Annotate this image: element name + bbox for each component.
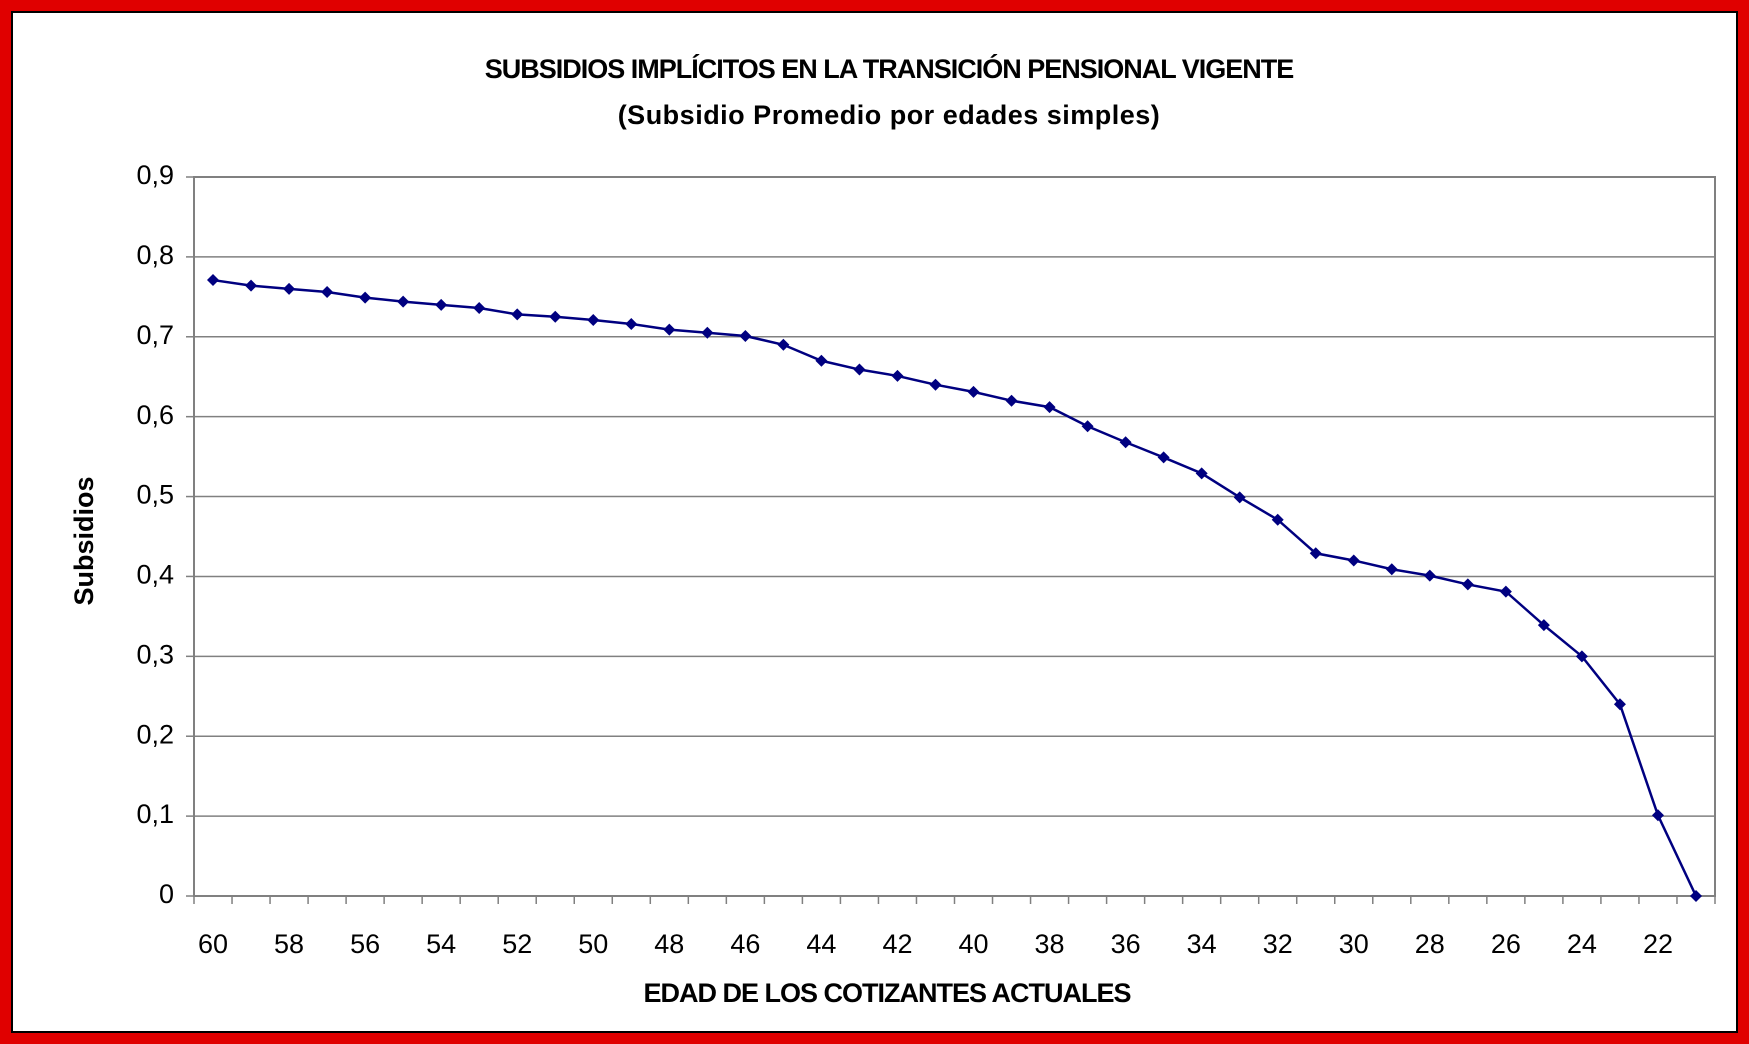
- x-tick-label: 54: [426, 929, 456, 959]
- data-point: [1043, 401, 1056, 414]
- x-tick-label: 52: [502, 929, 532, 959]
- x-tick-label: 24: [1567, 929, 1597, 959]
- y-tick-label: 0,4: [136, 560, 174, 590]
- x-tick-label: 56: [350, 929, 380, 959]
- series-line: [212, 278, 1698, 897]
- data-point: [549, 310, 562, 323]
- x-axis-label: EDAD DE LOS COTIZANTES ACTUALES: [643, 978, 1130, 1008]
- data-point: [891, 369, 904, 382]
- data-point: [625, 317, 638, 330]
- data-point: [853, 363, 866, 376]
- x-tick-label: 40: [958, 929, 988, 959]
- data-point: [739, 329, 752, 342]
- data-point: [397, 295, 410, 308]
- x-tick-label: 60: [198, 929, 228, 959]
- x-tick-label: 22: [1643, 929, 1673, 959]
- y-tick-label: 0,3: [136, 639, 174, 669]
- chart-area: [11, 11, 1738, 1033]
- data-point: [245, 279, 258, 292]
- x-tick-label: 48: [654, 929, 684, 959]
- x-tick-label: 26: [1491, 929, 1521, 959]
- data-point: [473, 302, 486, 315]
- chart-subtitle: (Subsidio Promedio por edades simples): [618, 100, 1161, 130]
- data-point: [1423, 569, 1436, 582]
- data-point: [1309, 547, 1322, 560]
- data-point: [1157, 451, 1170, 464]
- data-point: [435, 298, 448, 311]
- data-point: [1233, 491, 1246, 504]
- data-point: [1689, 890, 1702, 902]
- data-point: [1499, 585, 1512, 598]
- data-point: [701, 326, 714, 339]
- data-point: [359, 291, 372, 304]
- x-tick-label: 36: [1111, 929, 1141, 959]
- data-point: [777, 338, 790, 351]
- y-tick-label: 0,1: [136, 799, 174, 829]
- y-tick-label: 0,8: [136, 240, 174, 270]
- data-point: [587, 314, 600, 327]
- data-point: [1195, 467, 1208, 480]
- y-tick-label: 0,7: [136, 320, 174, 350]
- y-tick-label: 0,5: [136, 480, 174, 510]
- chart-title: SUBSIDIOS IMPLÍCITOS EN LA TRANSICIÓN PE…: [485, 53, 1294, 84]
- data-point: [1347, 554, 1360, 567]
- y-tick-label: 0: [159, 879, 174, 909]
- y-tick-label: 0,2: [136, 719, 174, 749]
- data-point: [1651, 809, 1664, 822]
- data-point: [1385, 563, 1398, 576]
- data-point: [967, 385, 980, 398]
- x-tick-label: 50: [578, 929, 608, 959]
- y-tick-label: 0,9: [136, 160, 174, 190]
- data-point: [1081, 420, 1094, 433]
- data-point: [1461, 578, 1474, 591]
- y-tick-label: 0,6: [136, 400, 174, 430]
- x-tick-label: 38: [1035, 929, 1065, 959]
- data-point: [815, 354, 828, 367]
- data-point: [1271, 513, 1284, 526]
- x-tick-label: 42: [882, 929, 912, 959]
- x-tick-label: 32: [1263, 929, 1293, 959]
- x-tick-label: 58: [274, 929, 304, 959]
- data-point: [1005, 394, 1018, 407]
- data-point: [1537, 619, 1550, 632]
- x-tick-label: 30: [1339, 929, 1369, 959]
- y-axis-label: Subsidios: [69, 476, 99, 605]
- x-tick-label: 34: [1187, 929, 1217, 959]
- data-point: [511, 308, 524, 321]
- data-point: [1575, 650, 1588, 663]
- data-point: [663, 323, 676, 336]
- x-tick-label: 28: [1415, 929, 1445, 959]
- data-point: [207, 274, 220, 287]
- data-point: [929, 378, 942, 391]
- data-point: [1119, 436, 1132, 449]
- data-point: [321, 286, 334, 299]
- x-tick-label: 46: [730, 929, 760, 959]
- data-point: [1613, 698, 1626, 711]
- data-point: [283, 282, 296, 295]
- x-tick-label: 44: [806, 929, 836, 959]
